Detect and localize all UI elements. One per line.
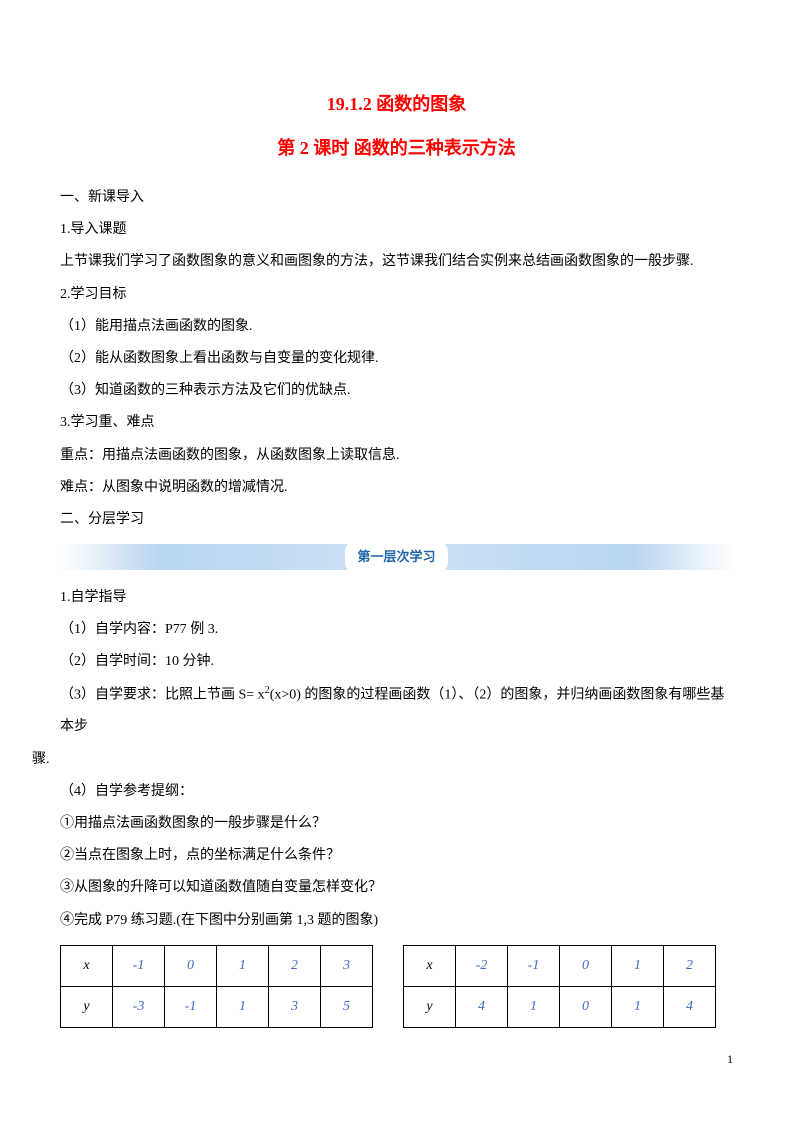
table-cell: 4 (664, 986, 716, 1027)
table-cell: 3 (321, 945, 373, 986)
table-cell: -2 (456, 945, 508, 986)
table-cell: -1 (165, 986, 217, 1027)
paragraph: 3.学习重、难点 (60, 407, 733, 439)
paragraph: ②当点在图象上时，点的坐标满足什么条件？ (60, 840, 733, 872)
table-row: x -1 0 1 2 3 (61, 945, 373, 986)
paragraph: 2.学习目标 (60, 279, 733, 311)
section-2-heading: 二、分层学习 (60, 504, 733, 536)
table-cell: -1 (113, 945, 165, 986)
paragraph: 上节课我们学习了函数图象的意义和画图象的方法，这节课我们结合实例来总结画函数图象… (60, 246, 733, 278)
table-cell: 4 (456, 986, 508, 1027)
paragraph: 难点：从图象中说明函数的增减情况. (60, 472, 733, 504)
paragraph: （1）能用描点法画函数的图象. (60, 311, 733, 343)
table-cell: x (404, 945, 456, 986)
paragraph: （2）自学时间：10 分钟. (60, 646, 733, 678)
table-cell: -3 (113, 986, 165, 1027)
table-cell: 1 (508, 986, 560, 1027)
section-1-heading: 一、新课导入 (60, 182, 733, 214)
page-number: 1 (727, 1052, 733, 1067)
sub-title: 第 2 课时 函数的三种表示方法 (60, 134, 733, 160)
paragraph: （1）自学内容：P77 例 3. (60, 614, 733, 646)
table-cell: 2 (269, 945, 321, 986)
table-cell: 0 (560, 986, 612, 1027)
paragraph: （4）自学参考提纲： (60, 776, 733, 808)
table-cell: 1 (612, 945, 664, 986)
paragraph: ①用描点法画函数图象的一般步骤是什么？ (60, 808, 733, 840)
paragraph: 重点：用描点法画函数的图象，从函数图象上读取信息. (60, 440, 733, 472)
paragraph: （2）能从函数图象上看出函数与自变量的变化规律. (60, 343, 733, 375)
data-table-2: x -2 -1 0 1 2 y 4 1 0 1 4 (403, 945, 716, 1028)
table-row: y 4 1 0 1 4 (404, 986, 716, 1027)
table-cell: 1 (217, 945, 269, 986)
paragraph: （3）知道函数的三种表示方法及它们的优缺点. (60, 375, 733, 407)
paragraph: 1.自学指导 (60, 582, 733, 614)
table-cell: x (61, 945, 113, 986)
paragraph: ③从图象的升降可以知道函数值随自变量怎样变化？ (60, 872, 733, 904)
document-body: 一、新课导入 1.导入课题 上节课我们学习了函数图象的意义和画图象的方法，这节课… (60, 182, 733, 1028)
table-cell: 1 (217, 986, 269, 1027)
table-row: x -2 -1 0 1 2 (404, 945, 716, 986)
table-cell: 0 (165, 945, 217, 986)
table-row: y -3 -1 1 3 5 (61, 986, 373, 1027)
text-fragment: （3）自学要求：比照上节画 S= x (60, 687, 265, 702)
tables-container: x -1 0 1 2 3 y -3 -1 1 3 5 x -2 -1 0 (60, 945, 733, 1028)
main-title: 19.1.2 函数的图象 (60, 90, 733, 116)
table-cell: 3 (269, 986, 321, 1027)
paragraph: ④完成 P79 练习题.(在下图中分别画第 1,3 题的图象) (60, 905, 733, 937)
paragraph: 骤. (60, 744, 733, 776)
table-cell: y (61, 986, 113, 1027)
table-cell: 5 (321, 986, 373, 1027)
layer-banner: 第一层次学习 (60, 544, 733, 570)
table-cell: 1 (612, 986, 664, 1027)
table-cell: y (404, 986, 456, 1027)
table-cell: 0 (560, 945, 612, 986)
data-table-1: x -1 0 1 2 3 y -3 -1 1 3 5 (60, 945, 373, 1028)
table-cell: 2 (664, 945, 716, 986)
paragraph: 1.导入课题 (60, 214, 733, 246)
table-cell: -1 (508, 945, 560, 986)
banner-label: 第一层次学习 (345, 540, 447, 574)
paragraph: （3）自学要求：比照上节画 S= x2(x>0) 的图象的过程画函数（1）、（2… (60, 679, 733, 744)
